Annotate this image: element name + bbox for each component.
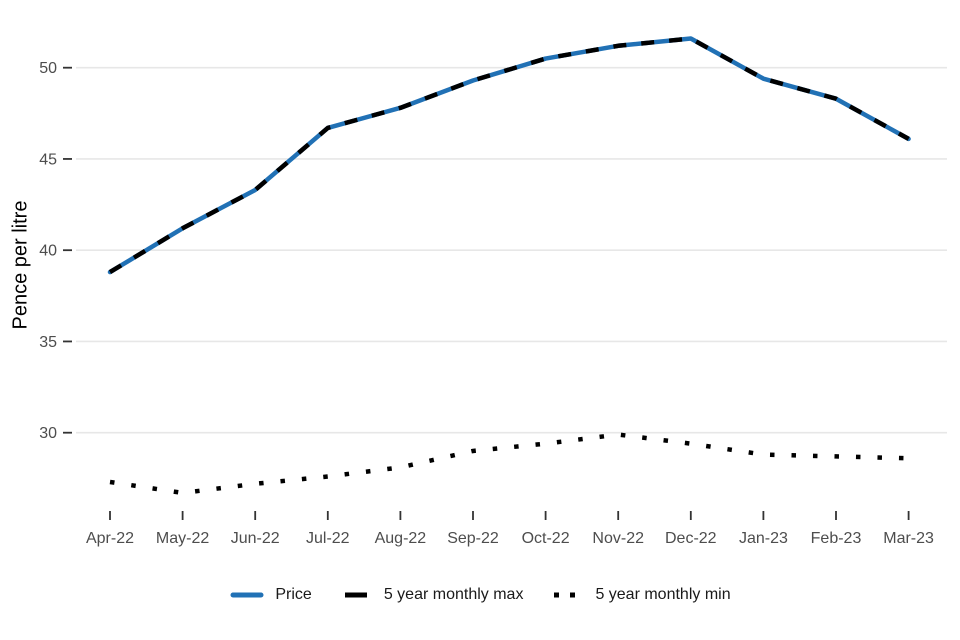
series-line-5-year-monthly-max bbox=[108, 36, 910, 275]
legend-item-price: Price bbox=[229, 586, 312, 604]
legend-item-5-year-monthly-min: 5 year monthly min bbox=[549, 586, 731, 604]
x-tick-label: May-22 bbox=[156, 530, 209, 547]
legend: Price 5 year monthly max 5 year monthly mi… bbox=[0, 586, 960, 604]
x-tick-label: Aug-22 bbox=[375, 530, 427, 547]
x-tick-label: Mar-23 bbox=[883, 530, 934, 547]
x-tick-label: Jul-22 bbox=[306, 530, 350, 547]
x-tick-label: Feb-23 bbox=[811, 530, 862, 547]
y-tick-label: 40 bbox=[39, 243, 57, 260]
legend-key-price bbox=[230, 592, 264, 598]
x-tick-label: Nov-22 bbox=[592, 530, 644, 547]
x-tick-label: Oct-22 bbox=[522, 530, 570, 547]
y-tick-label: 30 bbox=[39, 425, 57, 442]
legend-key-5-year-monthly-min bbox=[554, 592, 581, 598]
legend-key-5-year-monthly-max bbox=[344, 592, 367, 598]
series-line-5-year-monthly-min bbox=[109, 432, 909, 496]
legend-label-price: Price bbox=[275, 586, 312, 603]
y-tick-label: 45 bbox=[39, 151, 57, 168]
legend-item-5-year-monthly-max: 5 year monthly max bbox=[338, 586, 524, 604]
x-tick-label: Dec-22 bbox=[665, 530, 717, 547]
plot-area: 30 35 40 45 50 Apr-22 May-22 Jun-22 Jul-22 Aug-22… bbox=[39, 36, 947, 547]
legend-label-5-year-monthly-max: 5 year monthly max bbox=[383, 586, 524, 603]
x-tick-label: Sep-22 bbox=[447, 530, 499, 547]
series-line-price bbox=[107, 36, 911, 275]
y-tick-label: 50 bbox=[39, 60, 57, 77]
y-tick-label: 35 bbox=[39, 334, 57, 351]
x-tick-label: Jan-23 bbox=[739, 530, 788, 547]
x-tick-label: Jun-22 bbox=[231, 530, 280, 547]
legend-label-5-year-monthly-min: 5 year monthly min bbox=[595, 586, 731, 603]
x-tick-label: Apr-22 bbox=[86, 530, 134, 547]
